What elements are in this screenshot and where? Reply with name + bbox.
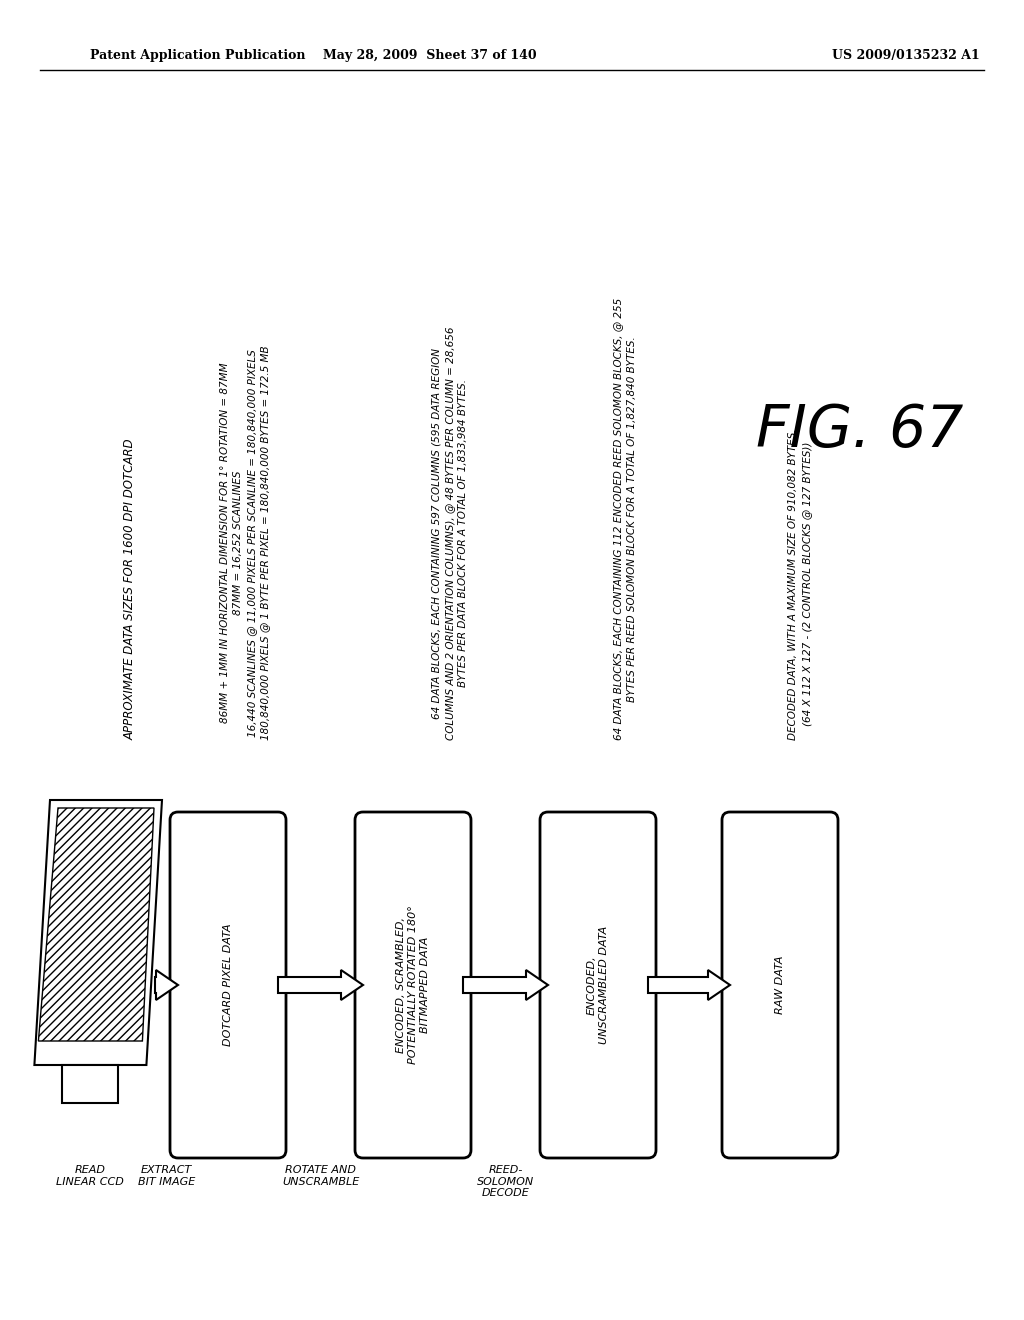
Text: FIG. 67: FIG. 67 xyxy=(757,401,964,458)
Text: APPROXIMATE DATA SIZES FOR 1600 DPI DOTCARD: APPROXIMATE DATA SIZES FOR 1600 DPI DOTC… xyxy=(124,438,136,741)
Text: 86MM + 1MM IN HORIZONTAL DIMENSION FOR 1° ROTATION = 87MM
87MM = 16,252 SCANLINE: 86MM + 1MM IN HORIZONTAL DIMENSION FOR 1… xyxy=(220,346,269,741)
Text: ROTATE AND
UNSCRAMBLE: ROTATE AND UNSCRAMBLE xyxy=(282,1166,359,1187)
Text: READ
LINEAR CCD: READ LINEAR CCD xyxy=(56,1166,124,1187)
Polygon shape xyxy=(62,1065,119,1104)
Polygon shape xyxy=(463,970,548,1001)
Polygon shape xyxy=(648,970,730,1001)
Text: EXTRACT
BIT IMAGE: EXTRACT BIT IMAGE xyxy=(138,1166,196,1187)
Text: DECODED DATA, WITH A MAXIMUM SIZE OF 910,082 BYTES.
(64 X 112 X 127 - (2 CONTROL: DECODED DATA, WITH A MAXIMUM SIZE OF 910… xyxy=(788,429,812,741)
Polygon shape xyxy=(39,808,154,1041)
Text: ENCODED, SCRAMBLED,
POTENTIALLY ROTATED 180°
BITMAPPED DATA: ENCODED, SCRAMBLED, POTENTIALLY ROTATED … xyxy=(396,906,430,1064)
Text: RAW DATA: RAW DATA xyxy=(775,956,785,1014)
FancyBboxPatch shape xyxy=(355,812,471,1158)
FancyBboxPatch shape xyxy=(540,812,656,1158)
Text: US 2009/0135232 A1: US 2009/0135232 A1 xyxy=(833,49,980,62)
Text: 64 DATA BLOCKS, EACH CONTAINING 112 ENCODED REED SOLOMON BLOCKS, @ 255
BYTES PER: 64 DATA BLOCKS, EACH CONTAINING 112 ENCO… xyxy=(613,298,637,741)
Text: Patent Application Publication: Patent Application Publication xyxy=(90,49,305,62)
FancyBboxPatch shape xyxy=(170,812,286,1158)
Text: DOTCARD PIXEL DATA: DOTCARD PIXEL DATA xyxy=(223,924,233,1047)
Polygon shape xyxy=(155,970,178,1001)
Text: ENCODED,
UNSCRAMBLED DATA: ENCODED, UNSCRAMBLED DATA xyxy=(587,925,609,1044)
Text: REED-
SOLOMON
DECODE: REED- SOLOMON DECODE xyxy=(477,1166,535,1199)
FancyBboxPatch shape xyxy=(722,812,838,1158)
Text: 64 DATA BLOCKS, EACH CONTAINING 597 COLUMNS (595 DATA REGION
COLUMNS AND 2 ORIEN: 64 DATA BLOCKS, EACH CONTAINING 597 COLU… xyxy=(432,326,468,741)
Text: May 28, 2009  Sheet 37 of 140: May 28, 2009 Sheet 37 of 140 xyxy=(324,49,537,62)
Polygon shape xyxy=(278,970,362,1001)
